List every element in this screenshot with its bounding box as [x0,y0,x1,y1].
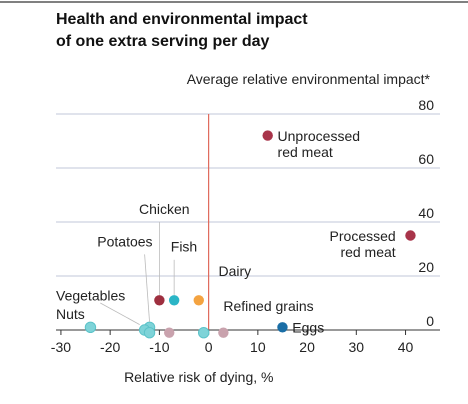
x-tick-label: 30 [349,339,365,355]
data-point [84,321,97,333]
data-label: red meat [340,244,395,260]
data-label: Processed [330,228,396,244]
x-tick-label: -30 [51,339,71,355]
y-tick-label: 20 [418,259,434,275]
data-point [168,295,180,306]
label-leader-line [100,302,140,325]
data-label: Dairy [218,263,251,279]
data-label: Nuts [56,306,85,322]
data-point [143,327,156,339]
data-point [277,322,288,333]
y-tick-label: 40 [418,205,434,221]
y-tick-label: 80 [418,97,434,113]
label-leader-line [144,254,150,322]
chart-title-line: of one extra serving per day [56,33,270,50]
x-tick-label: -10 [149,339,169,355]
data-point [154,295,165,306]
x-tick-label: 40 [398,339,414,355]
x-tick-label: -20 [100,339,120,355]
data-point [262,130,273,141]
data-label: Fish [171,239,197,255]
data-point [405,230,416,241]
data-point [197,327,210,339]
data-point [218,327,229,338]
chart-title-line: Health and environmental impact [56,11,308,28]
x-tick-label: 0 [205,339,213,355]
data-point [164,327,175,338]
y-axis-label: Average relative environmental impact* [187,71,431,87]
x-tick-label: 10 [250,339,266,355]
y-tick-label: 60 [418,151,434,167]
data-label: red meat [278,144,333,160]
data-label: Unprocessed [278,128,361,144]
data-label: Eggs [292,320,324,336]
x-tick-label: 20 [299,339,315,355]
data-label: Chicken [139,201,190,217]
data-label: Vegetables [56,287,125,303]
data-label: Potatoes [97,233,152,249]
data-label: Refined grains [223,298,313,314]
y-tick-label: 0 [426,313,434,329]
data-point [193,295,204,306]
x-axis-label: Relative risk of dying, % [124,369,273,385]
